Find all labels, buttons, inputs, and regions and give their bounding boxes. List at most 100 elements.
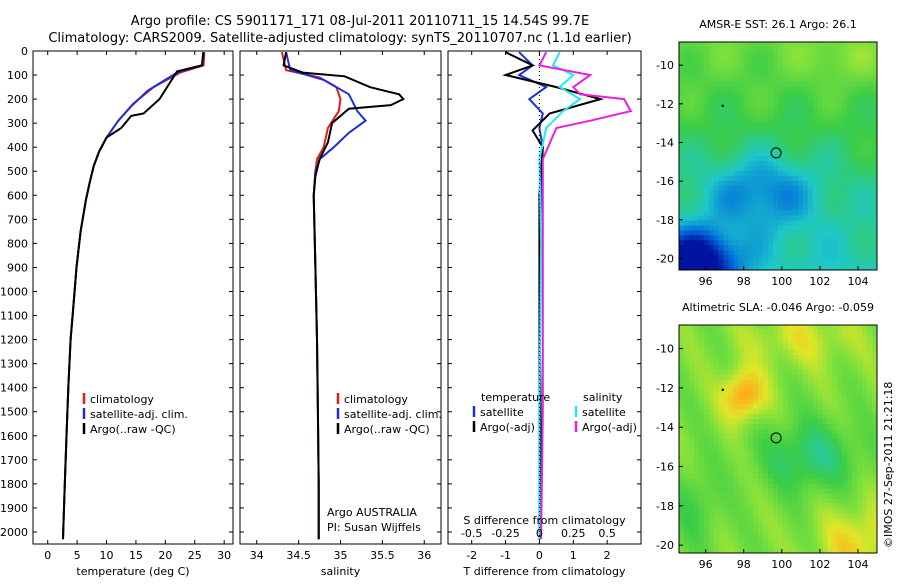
heatmap-cell: [763, 185, 769, 192]
heatmap-cell: [787, 111, 794, 117]
heatmap-cell: [832, 508, 838, 514]
heatmap-cell: [718, 429, 724, 435]
heatmap-cell: [812, 101, 818, 107]
heatmap-cell: [708, 195, 715, 202]
heatmap-cell: [683, 165, 690, 172]
heatmap-cell: [778, 508, 784, 514]
heatmap-cell: [837, 240, 843, 246]
heatmap-cell: [802, 503, 809, 509]
heatmap-cell: [679, 230, 685, 236]
heatmap-cell: [703, 429, 710, 435]
heatmap-cell: [743, 61, 749, 68]
heatmap-cell: [758, 255, 764, 261]
heatmap-cell: [679, 180, 685, 187]
heatmap-cell: [817, 364, 823, 371]
heatmap-cell: [718, 260, 724, 266]
heatmap-cell: [743, 518, 749, 524]
heatmap-cell: [778, 136, 784, 142]
heatmap-cell: [768, 141, 774, 147]
heatmap-cell: [718, 508, 724, 514]
heatmap-cell: [852, 66, 858, 73]
heatmap-cell: [792, 106, 799, 112]
heatmap-cell: [738, 399, 744, 405]
heatmap-cell: [743, 354, 749, 361]
heatmap-cell: [787, 71, 794, 78]
heatmap-cell: [683, 235, 690, 241]
heatmap-cell: [787, 493, 794, 499]
heatmap-cell: [778, 190, 784, 197]
heatmap-cell: [693, 508, 700, 514]
heatmap-cell: [852, 419, 858, 425]
heatmap-cell: [827, 364, 833, 371]
heatmap-cell: [693, 538, 700, 544]
heatmap-cell: [698, 205, 705, 211]
heatmap-cell: [797, 389, 804, 395]
heatmap-cell: [728, 160, 734, 167]
heatmap-cell: [837, 498, 843, 504]
heatmap-cell: [872, 434, 878, 440]
heatmap-cell: [703, 180, 710, 187]
heatmap-cell: [778, 146, 784, 152]
heatmap-cell: [802, 379, 809, 385]
heatmap-cell: [753, 126, 759, 132]
heatmap-cell: [778, 349, 784, 356]
heatmap-cell: [753, 51, 759, 58]
heatmap-cell: [708, 354, 715, 361]
heatmap-cell: [773, 230, 779, 236]
heatmap-cell: [807, 359, 814, 366]
heatmap-cell: [708, 538, 715, 544]
heatmap-cell: [827, 429, 833, 435]
heatmap-cell: [728, 46, 734, 53]
heatmap-cell: [862, 42, 868, 48]
heatmap-cell: [708, 225, 715, 231]
heatmap-cell: [837, 409, 843, 415]
heatmap-cell: [773, 429, 779, 435]
heatmap-cell: [713, 439, 719, 445]
heatmap-cell: [822, 325, 828, 331]
heatmap-cell: [797, 210, 804, 216]
heatmap-cell: [832, 453, 838, 460]
y-tick-label: -10: [656, 59, 674, 72]
heatmap-cell: [817, 42, 823, 48]
heatmap-cell: [782, 46, 789, 53]
heatmap-cell: [778, 325, 784, 331]
heatmap-cell: [837, 399, 843, 405]
heatmap-cell: [862, 51, 868, 58]
heatmap-cell: [688, 528, 695, 534]
heatmap-cell: [817, 106, 823, 112]
heatmap-cell: [723, 344, 729, 351]
heatmap-cell: [763, 96, 769, 102]
heatmap-cell: [778, 523, 784, 529]
heatmap-cell: [807, 374, 814, 380]
heatmap-cell: [688, 220, 695, 226]
heatmap-cell: [738, 240, 744, 246]
heatmap-cell: [832, 439, 838, 445]
heatmap-cell: [683, 240, 690, 246]
heatmap-cell: [758, 424, 764, 430]
heatmap-cell: [872, 399, 878, 405]
heatmap-cell: [758, 329, 764, 336]
heatmap-cell: [718, 250, 724, 256]
heatmap-cell: [688, 493, 695, 499]
heatmap-cell: [748, 71, 754, 78]
heatmap-cell: [698, 548, 705, 554]
heatmap-cell: [728, 468, 734, 475]
heatmap-cell: [713, 543, 719, 549]
heatmap-cell: [807, 334, 814, 341]
heatmap-cell: [782, 76, 789, 83]
heatmap-cell: [718, 399, 724, 405]
heatmap-cell: [792, 339, 799, 346]
heatmap-cell: [718, 225, 724, 231]
heatmap-cell: [723, 424, 729, 430]
heatmap-cell: [862, 325, 868, 331]
heatmap-cell: [683, 250, 690, 256]
heatmap-cell: [802, 126, 809, 132]
heatmap-cell: [817, 51, 823, 58]
heatmap-cell: [797, 165, 804, 172]
heatmap-cell: [872, 508, 878, 514]
heatmap-cell: [679, 334, 685, 341]
heatmap-cell: [683, 230, 690, 236]
heatmap-cell: [822, 56, 828, 63]
heatmap-cell: [792, 230, 799, 236]
heatmap-cell: [832, 394, 838, 400]
